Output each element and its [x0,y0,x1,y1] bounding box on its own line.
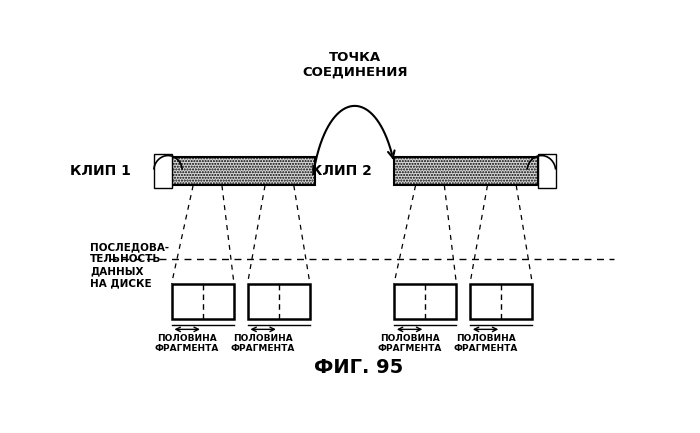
Text: КЛИП 1: КЛИП 1 [70,164,131,178]
Text: ПОЛОВИНА
ФРАГМЕНТА: ПОЛОВИНА ФРАГМЕНТА [377,334,442,353]
Text: ФИГ. 95: ФИГ. 95 [314,358,403,377]
Bar [248,284,310,319]
Bar [172,157,315,185]
Text: ПОСЛЕДОВА-
ТЕЛЬНОСТЬ
ДАННЫХ
НА ДИСКЕ: ПОСЛЕДОВА- ТЕЛЬНОСТЬ ДАННЫХ НА ДИСКЕ [90,242,169,288]
Text: ПОЛОВИНА
ФРАГМЕНТА: ПОЛОВИНА ФРАГМЕНТА [155,334,219,353]
Text: КЛИП 2: КЛИП 2 [312,164,372,178]
Bar [394,157,538,185]
Bar [470,284,533,319]
Bar [172,284,234,319]
Text: ПОЛОВИНА
ФРАГМЕНТА: ПОЛОВИНА ФРАГМЕНТА [454,334,518,353]
Text: ТОЧКА
СОЕДИНЕНИЯ: ТОЧКА СОЕДИНЕНИЯ [302,51,407,79]
Bar [394,284,456,319]
Text: ПОЛОВИНА
ФРАГМЕНТА: ПОЛОВИНА ФРАГМЕНТА [231,334,295,353]
Bar [154,154,172,188]
Bar [538,154,556,188]
